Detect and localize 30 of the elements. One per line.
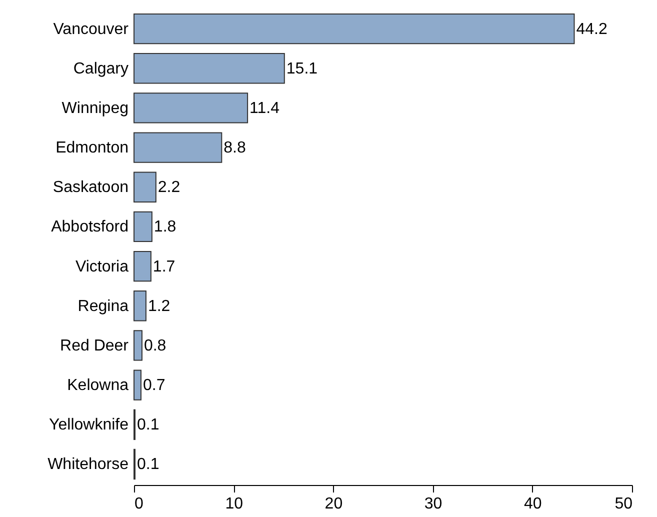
x-tick-label: 30 [424,496,442,512]
data-label: 15.1 [286,60,318,78]
y-tick-label: Saskatoon [52,179,128,196]
data-label: 44.2 [576,20,608,38]
y-tick-label: Kelowna [67,377,129,394]
x-tick-label: 50 [614,496,633,512]
y-tick-label: Edmonton [56,140,128,157]
data-label: 0.1 [136,416,160,434]
data-label: 0.8 [144,337,166,354]
data-label: 8.8 [224,140,246,157]
y-tick-label: Vancouver [53,20,130,38]
data-label: 2.2 [158,179,180,196]
data-label: 11.4 [250,100,280,117]
y-tick-label: Regina [78,298,129,315]
x-tick-label: 20 [324,496,343,512]
x-tick-label: 40 [524,496,542,512]
data-label: 1.7 [152,258,176,276]
y-tick-label: Winnipeg [62,100,128,117]
data-label: 1.2 [148,298,170,315]
y-tick-label: Victoria [75,258,129,276]
x-tick-label: 10 [225,496,244,512]
y-tick-label: Yellowknife [49,416,129,434]
y-tick-label: Abbotsford [51,218,128,236]
data-label: 0.1 [136,456,160,474]
y-tick-label: Whitehorse [48,456,129,474]
y-tick-label: Calgary [73,60,128,78]
y-tick-label: Red Deer [60,337,130,354]
x-tick-label: 0 [134,496,144,512]
data-label: 0.7 [142,377,166,394]
data-label: 1.8 [154,218,176,236]
